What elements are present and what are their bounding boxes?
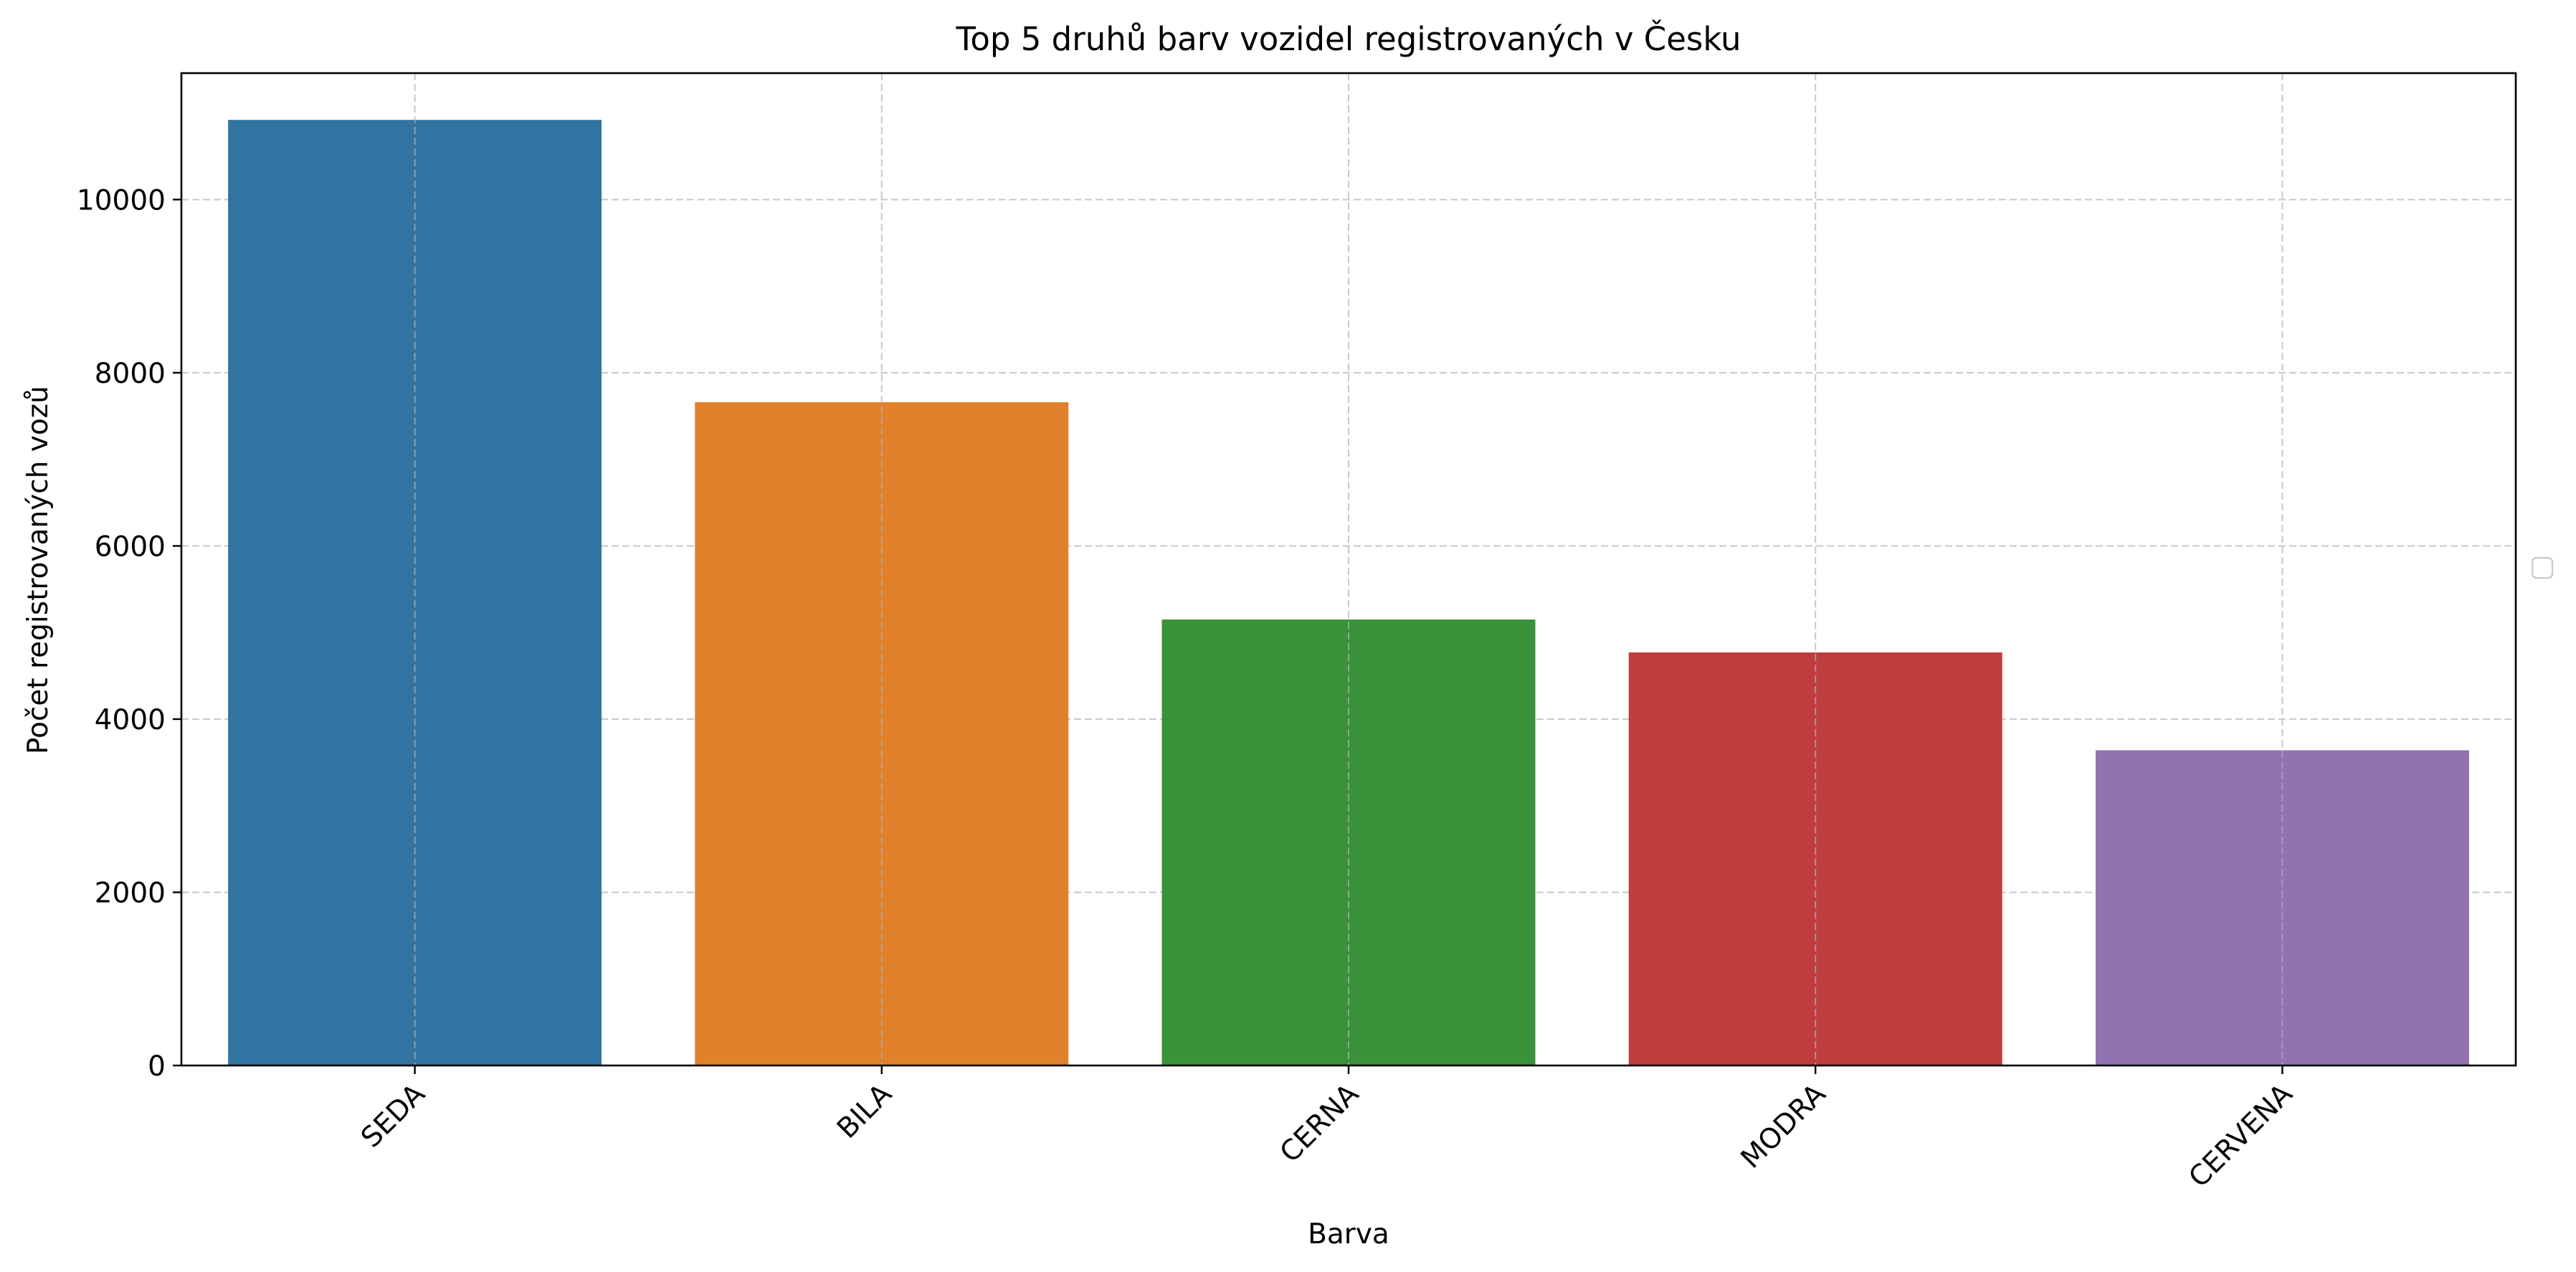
y-tick-label: 8000	[95, 358, 166, 390]
y-axis-ticks: 0 2000 4000 6000 8000 10000	[77, 184, 181, 1083]
y-tick-label: 6000	[95, 531, 166, 563]
y-tick-label: 2000	[95, 877, 166, 909]
y-tick-label: 10000	[77, 184, 166, 217]
y-tick-label: 4000	[95, 704, 166, 736]
x-axis-label: Barva	[1308, 1218, 1389, 1250]
y-axis-label: Počet registrovaných vozů	[22, 386, 54, 754]
vertical-grid-lines	[414, 73, 2283, 1065]
chart-title: Top 5 druhů barv vozidel registrovaných …	[955, 20, 1741, 58]
legend-box	[2531, 556, 2554, 579]
y-tick-label: 0	[148, 1050, 166, 1083]
